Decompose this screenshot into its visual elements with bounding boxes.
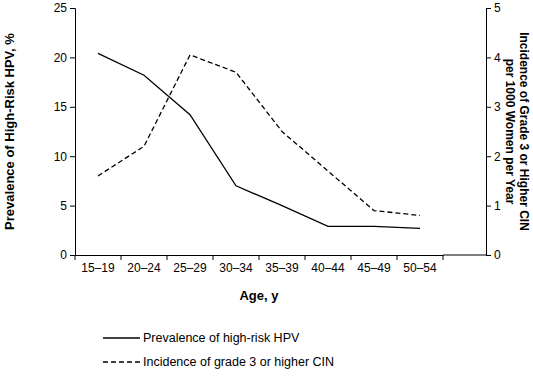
y-tick: 5	[60, 199, 75, 213]
y2-tick-label: 1	[494, 199, 501, 213]
y2-tick-mark	[486, 206, 491, 207]
x-tick: 25–29	[173, 255, 207, 275]
x-tick: 20–24	[127, 255, 161, 275]
y2-tick-label: 2	[494, 150, 501, 164]
x-tick: 30–34	[219, 255, 253, 275]
y2-axis-title: Incidence of Grade 3 or Higher CINper 10…	[503, 32, 531, 231]
x-tick-label: 35–39	[265, 261, 299, 275]
y-axis-title: Prevalence of High-Risk HPV, %	[2, 33, 17, 230]
y-tick-mark	[70, 206, 75, 207]
y2-tick-mark	[486, 255, 491, 256]
y-tick-mark	[70, 255, 75, 256]
y-tick-mark	[70, 8, 75, 9]
y2-tick-label: 0	[494, 248, 501, 262]
x-tick: 40–44	[311, 255, 345, 275]
y-tick-label: 25	[54, 1, 68, 15]
category-divider	[443, 255, 444, 260]
y-tick-label: 10	[54, 150, 68, 164]
y2-tick-label: 4	[494, 51, 501, 65]
category-divider	[351, 255, 352, 260]
y-tick-mark	[70, 57, 75, 58]
baseline	[443, 255, 486, 256]
category-divider	[305, 255, 306, 260]
x-tick-label: 45–49	[357, 261, 391, 275]
y2-tick: 5	[486, 1, 501, 15]
y2-tick: 4	[486, 51, 501, 65]
y-tick: 25	[54, 1, 75, 15]
category-divider	[167, 255, 168, 260]
y-axis-line	[70, 9, 76, 256]
y2-axis: 0 1 2 3 4 5	[486, 1, 501, 262]
y-axis: 0 5 10 15 20 25	[54, 1, 76, 262]
series-line	[98, 55, 420, 216]
y2-tick-mark	[486, 8, 491, 9]
category-divider	[259, 255, 260, 260]
y-tick-mark	[70, 156, 75, 157]
y-tick-label: 0	[60, 248, 67, 262]
x-tick-label: 25–29	[173, 261, 207, 275]
y-tick-mark	[70, 107, 75, 108]
y-tick-label: 5	[60, 199, 67, 213]
category-divider	[397, 255, 398, 260]
y2-axis-title-line: Incidence of Grade 3 or Higher CIN	[517, 32, 531, 231]
y-tick: 10	[54, 150, 75, 164]
y2-tick-label: 5	[494, 1, 501, 15]
x-tick: 15–19	[81, 255, 115, 275]
y2-axis-line	[487, 9, 492, 256]
legend: Prevalence of high-risk HPV Incidence of …	[103, 331, 334, 369]
x-axis-title: Age, y	[239, 288, 279, 303]
y2-tick: 0	[486, 248, 501, 262]
y2-tick-mark	[486, 57, 491, 58]
legend-label: Prevalence of high-risk HPV	[143, 331, 300, 345]
y2-tick-label: 3	[494, 100, 501, 114]
x-tick-label: 30–34	[219, 261, 253, 275]
x-axis: 15–19 20–24 25–29 30–34 35–39 40–44 45–49 50–54	[76, 255, 444, 275]
legend-swatch	[103, 361, 140, 362]
series-line	[98, 53, 420, 228]
category-divider	[121, 255, 122, 260]
y2-tick: 2	[486, 150, 501, 164]
legend-label: Incidence of grade 3 or higher CIN	[143, 355, 334, 369]
x-tick-label: 40–44	[311, 261, 345, 275]
plot-area	[98, 53, 420, 228]
y-tick: 15	[54, 100, 75, 114]
x-tick: 35–39	[265, 255, 299, 275]
y2-tick-mark	[486, 156, 491, 157]
x-tick-label: 20–24	[127, 261, 161, 275]
y2-tick: 1	[486, 199, 501, 213]
x-tick-label: 50–54	[403, 261, 437, 275]
y2-axis-title-line: per 1000 Women per Year	[503, 59, 517, 205]
x-tick-label: 15–19	[81, 261, 115, 275]
y-tick-label: 15	[54, 100, 68, 114]
x-tick: 50–54	[403, 255, 437, 275]
x-tick: 45–49	[357, 255, 391, 275]
y-tick: 20	[54, 51, 75, 65]
y2-tick-mark	[486, 107, 491, 108]
category-divider	[213, 255, 214, 260]
y-tick-label: 20	[54, 51, 68, 65]
chart: 15–19 20–24 25–29 30–34 35–39 40–44 45–49 50–54…	[0, 0, 533, 386]
legend-swatch	[103, 337, 140, 338]
y2-tick: 3	[486, 100, 501, 114]
y-tick: 0	[60, 248, 75, 262]
